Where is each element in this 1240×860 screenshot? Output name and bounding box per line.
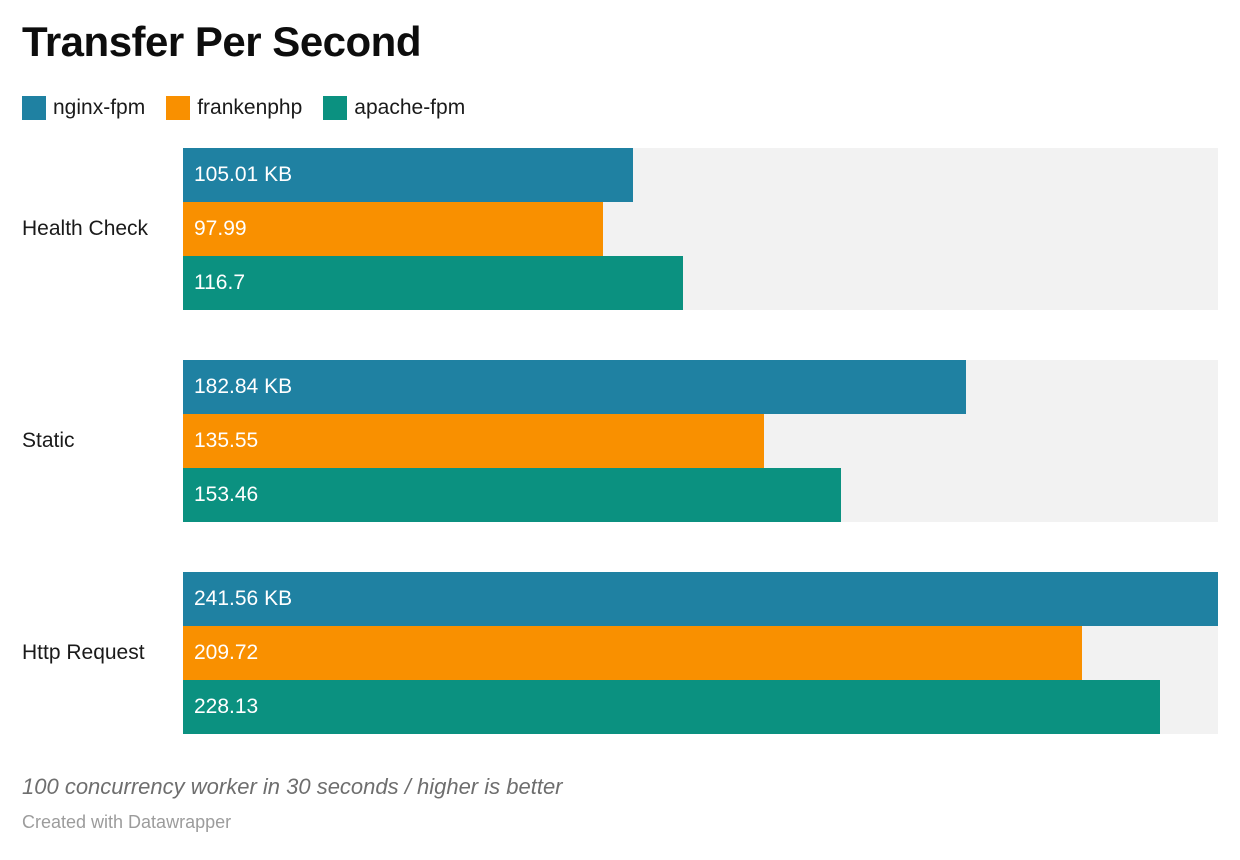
- bar-stack: 241.56 KB 209.72 228.13: [183, 572, 1218, 734]
- footnote: 100 concurrency worker in 30 seconds / h…: [22, 774, 563, 799]
- legend-label: nginx-fpm: [53, 95, 146, 119]
- bar-track: 228.13: [183, 680, 1218, 734]
- legend-label: apache-fpm: [354, 95, 466, 119]
- bar-apache-fpm-static: 153.46: [183, 468, 841, 522]
- bar-track: 97.99: [183, 202, 1218, 256]
- bar-value-label: 97.99: [194, 217, 247, 240]
- bar-track: 105.01 KB: [183, 148, 1218, 202]
- bar-group-http-request: Http Request 241.56 KB 209.72 228.13: [22, 572, 1218, 734]
- legend-swatch-nginx-fpm: [22, 95, 46, 120]
- bar-track: 153.46: [183, 468, 1218, 522]
- plot-area: Health Check 105.01 KB 97.99 116.7: [22, 148, 1218, 734]
- bar-stack: 182.84 KB 135.55 153.46: [183, 360, 1218, 522]
- category-label-static: Static: [22, 429, 75, 452]
- legend-item-frankenphp: frankenphp: [166, 95, 303, 120]
- bar-nginx-fpm-static: 182.84 KB: [183, 360, 967, 414]
- legend-swatch-apache-fpm: [323, 95, 348, 120]
- bar-value-label: 105.01 KB: [194, 163, 293, 186]
- attribution: Created with Datawrapper: [22, 812, 232, 832]
- bar-nginx-fpm-health-check: 105.01 KB: [183, 148, 633, 202]
- bar-frankenphp-health-check: 97.99: [183, 202, 603, 256]
- category-label-health-check: Health Check: [22, 217, 149, 240]
- bar-nginx-fpm-http-request: 241.56 KB: [183, 572, 1218, 626]
- bar-frankenphp-static: 135.55: [183, 414, 764, 468]
- bar-stack: 105.01 KB 97.99 116.7: [183, 148, 1218, 310]
- legend-label: frankenphp: [197, 95, 303, 119]
- bar-value-label: 153.46: [194, 483, 259, 506]
- legend-item-apache-fpm: apache-fpm: [323, 95, 466, 120]
- bar-frankenphp-http-request: 209.72: [183, 626, 1082, 680]
- bar-apache-fpm-health-check: 116.7: [183, 256, 684, 310]
- bar-value-label: 209.72: [194, 641, 259, 664]
- bar-value-label: 116.7: [194, 271, 245, 294]
- category-label-http-request: Http Request: [22, 641, 145, 664]
- bar-track: 116.7: [183, 256, 1218, 310]
- bar-track: 182.84 KB: [183, 360, 1218, 414]
- bar-value-label: 135.55: [194, 429, 259, 452]
- bar-track: 241.56 KB: [183, 572, 1218, 626]
- chart-title: Transfer Per Second: [22, 18, 422, 65]
- bar-track: 135.55: [183, 414, 1218, 468]
- bar-value-label: 228.13: [194, 695, 259, 718]
- bar-group-static: Static 182.84 KB 135.55 153.46: [22, 360, 1218, 522]
- bar-group-health-check: Health Check 105.01 KB 97.99 116.7: [22, 148, 1218, 310]
- legend-item-nginx-fpm: nginx-fpm: [22, 95, 146, 120]
- legend-swatch-frankenphp: [166, 95, 191, 120]
- bar-track: 209.72: [183, 626, 1218, 680]
- bar-value-label: 241.56 KB: [194, 587, 293, 610]
- bar-apache-fpm-http-request: 228.13: [183, 680, 1161, 734]
- legend: nginx-fpm frankenphp apache-fpm: [22, 95, 1218, 120]
- bar-value-label: 182.84 KB: [194, 375, 293, 398]
